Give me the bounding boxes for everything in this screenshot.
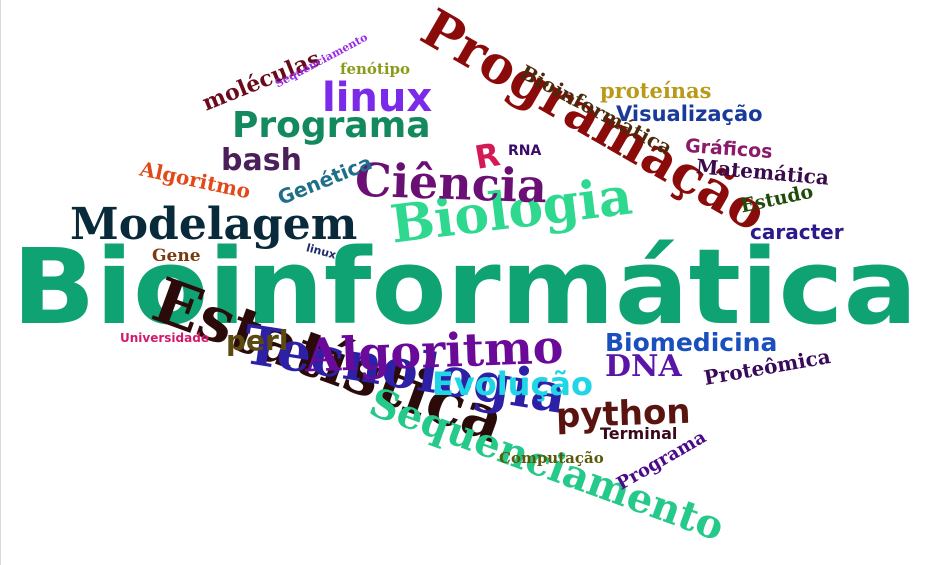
word-evolucao: Evolução: [432, 365, 593, 403]
word-modelagem: Modelagem: [70, 199, 358, 250]
word-perl: perl: [226, 324, 289, 357]
word-ciencia: Ciência: [354, 152, 548, 214]
word-biomedicina: Biomedicina: [605, 328, 778, 357]
word-dna: DNA: [605, 349, 682, 384]
word-fenotipo: fenótipo: [340, 60, 411, 78]
word-rna: RNA: [508, 143, 542, 159]
word-universidade: Universidade: [120, 331, 209, 345]
word-programa-large: Programa: [232, 105, 431, 146]
word-terminal: Terminal: [600, 424, 678, 443]
word-bash: bash: [221, 143, 302, 178]
word-visualizacao: Visualização: [616, 102, 763, 126]
word-proteinas: proteínas: [600, 78, 712, 103]
word-caracter: caracter: [750, 220, 844, 244]
word-r: R: [471, 135, 503, 177]
word-gene: Gene: [152, 246, 201, 266]
word-computacao: Computação: [499, 449, 604, 467]
word-linux-large: linux: [322, 75, 433, 121]
word-bioinformatica-large: Bioinformática: [12, 226, 918, 348]
